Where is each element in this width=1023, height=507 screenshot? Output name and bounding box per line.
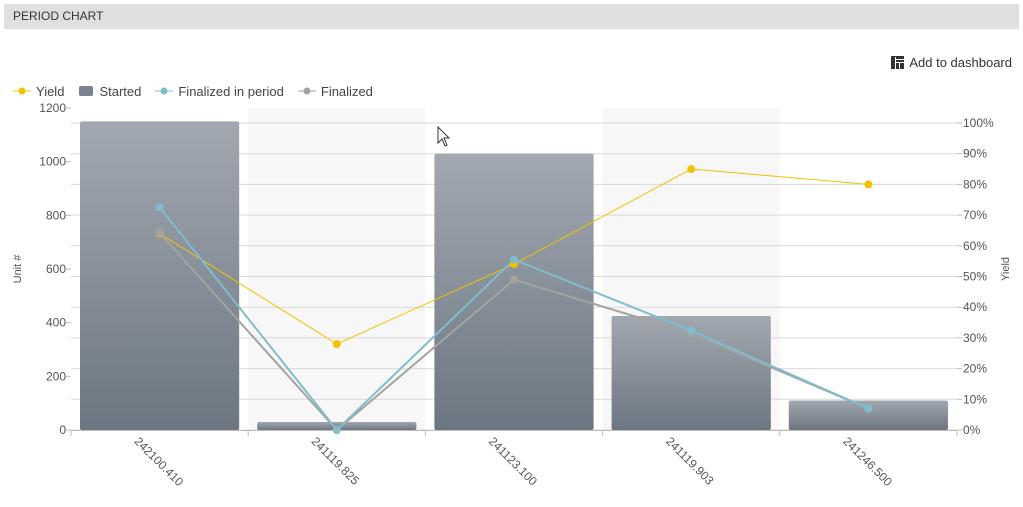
right-axis-tick-label: 40%	[963, 300, 987, 314]
right-axis-tick-label: 70%	[963, 208, 987, 222]
x-axis-tick-label: 241123.100	[486, 434, 540, 488]
right-axis-tick-label: 60%	[963, 239, 987, 253]
x-axis-tick-label: 241119.825	[309, 434, 363, 488]
x-axis-tick-label: 241119.903	[663, 434, 717, 488]
legend-item-yield[interactable]: Yield	[13, 84, 64, 99]
add-to-dashboard-button[interactable]: Add to dashboard	[891, 53, 1012, 71]
left-axis-tick-label: 800	[46, 208, 66, 222]
right-axis-tick-label: 80%	[963, 177, 987, 191]
bar-started	[434, 153, 594, 430]
line-series	[155, 165, 873, 434]
x-axis-tick-label: 241246.500	[840, 434, 895, 489]
bars-started	[80, 121, 948, 431]
point-finalized-in-period	[864, 404, 873, 413]
legend-item-finalized-in-period[interactable]: Finalized in period	[155, 84, 284, 99]
left-axis-tick-label: 1200	[39, 101, 66, 115]
legend-label-finalized-in-period: Finalized in period	[178, 83, 284, 99]
right-axis-tick-label: 0%	[963, 423, 981, 437]
left-axis-tick-label: 1000	[39, 155, 66, 169]
add-to-dashboard-label: Add to dashboard	[909, 54, 1012, 70]
right-axis-title: Yield	[1000, 257, 1012, 281]
legend-line-marker-icon	[297, 87, 316, 95]
legend-bar-marker-icon	[79, 86, 94, 96]
panel-title: PERIOD CHART	[13, 9, 104, 23]
mouse-cursor-icon	[437, 126, 451, 147]
right-axis-tick-label: 30%	[963, 331, 987, 345]
point-finalized-in-period	[155, 203, 164, 212]
legend-label-yield: Yield	[36, 83, 65, 99]
x-axis-tick-label: 242100.410	[131, 434, 186, 489]
bar-started	[80, 121, 240, 431]
point-yield	[332, 340, 341, 349]
point-finalized	[155, 228, 164, 237]
right-axis-tick-label: 20%	[963, 362, 987, 376]
left-axis-tick-label: 400	[46, 316, 66, 330]
right-axis-tick-label: 90%	[963, 147, 987, 161]
point-finalized	[510, 275, 518, 284]
dashboard-grid-icon	[891, 55, 905, 69]
legend-label-finalized: Finalized	[320, 83, 373, 99]
right-axis-tick-label: 100%	[963, 116, 994, 130]
left-axis-tick-label: 200	[46, 369, 66, 383]
left-axis-title: Unit #	[12, 254, 24, 284]
left-axis-tick-label: 0	[59, 423, 66, 437]
panel-header: PERIOD CHART	[4, 4, 1019, 29]
point-yield	[687, 165, 696, 174]
legend-item-started[interactable]: Started	[78, 84, 141, 99]
bar-started	[257, 421, 417, 430]
legend-line-marker-icon	[155, 87, 174, 95]
bar-started	[788, 400, 948, 430]
bar-started	[611, 315, 771, 430]
point-yield	[864, 180, 873, 189]
chart-legend: Yield Started Finalized in period Finali…	[13, 82, 387, 100]
legend-item-finalized[interactable]: Finalized	[297, 83, 373, 99]
legend-label-started: Started	[99, 83, 142, 99]
legend-line-marker-icon	[13, 87, 31, 95]
point-finalized-in-period	[687, 326, 696, 335]
right-axis-tick-label: 10%	[963, 392, 987, 406]
point-finalized-in-period	[510, 255, 518, 264]
right-axis-tick-label: 50%	[963, 270, 987, 284]
category-band	[248, 108, 426, 430]
left-axis-tick-label: 600	[46, 262, 66, 276]
